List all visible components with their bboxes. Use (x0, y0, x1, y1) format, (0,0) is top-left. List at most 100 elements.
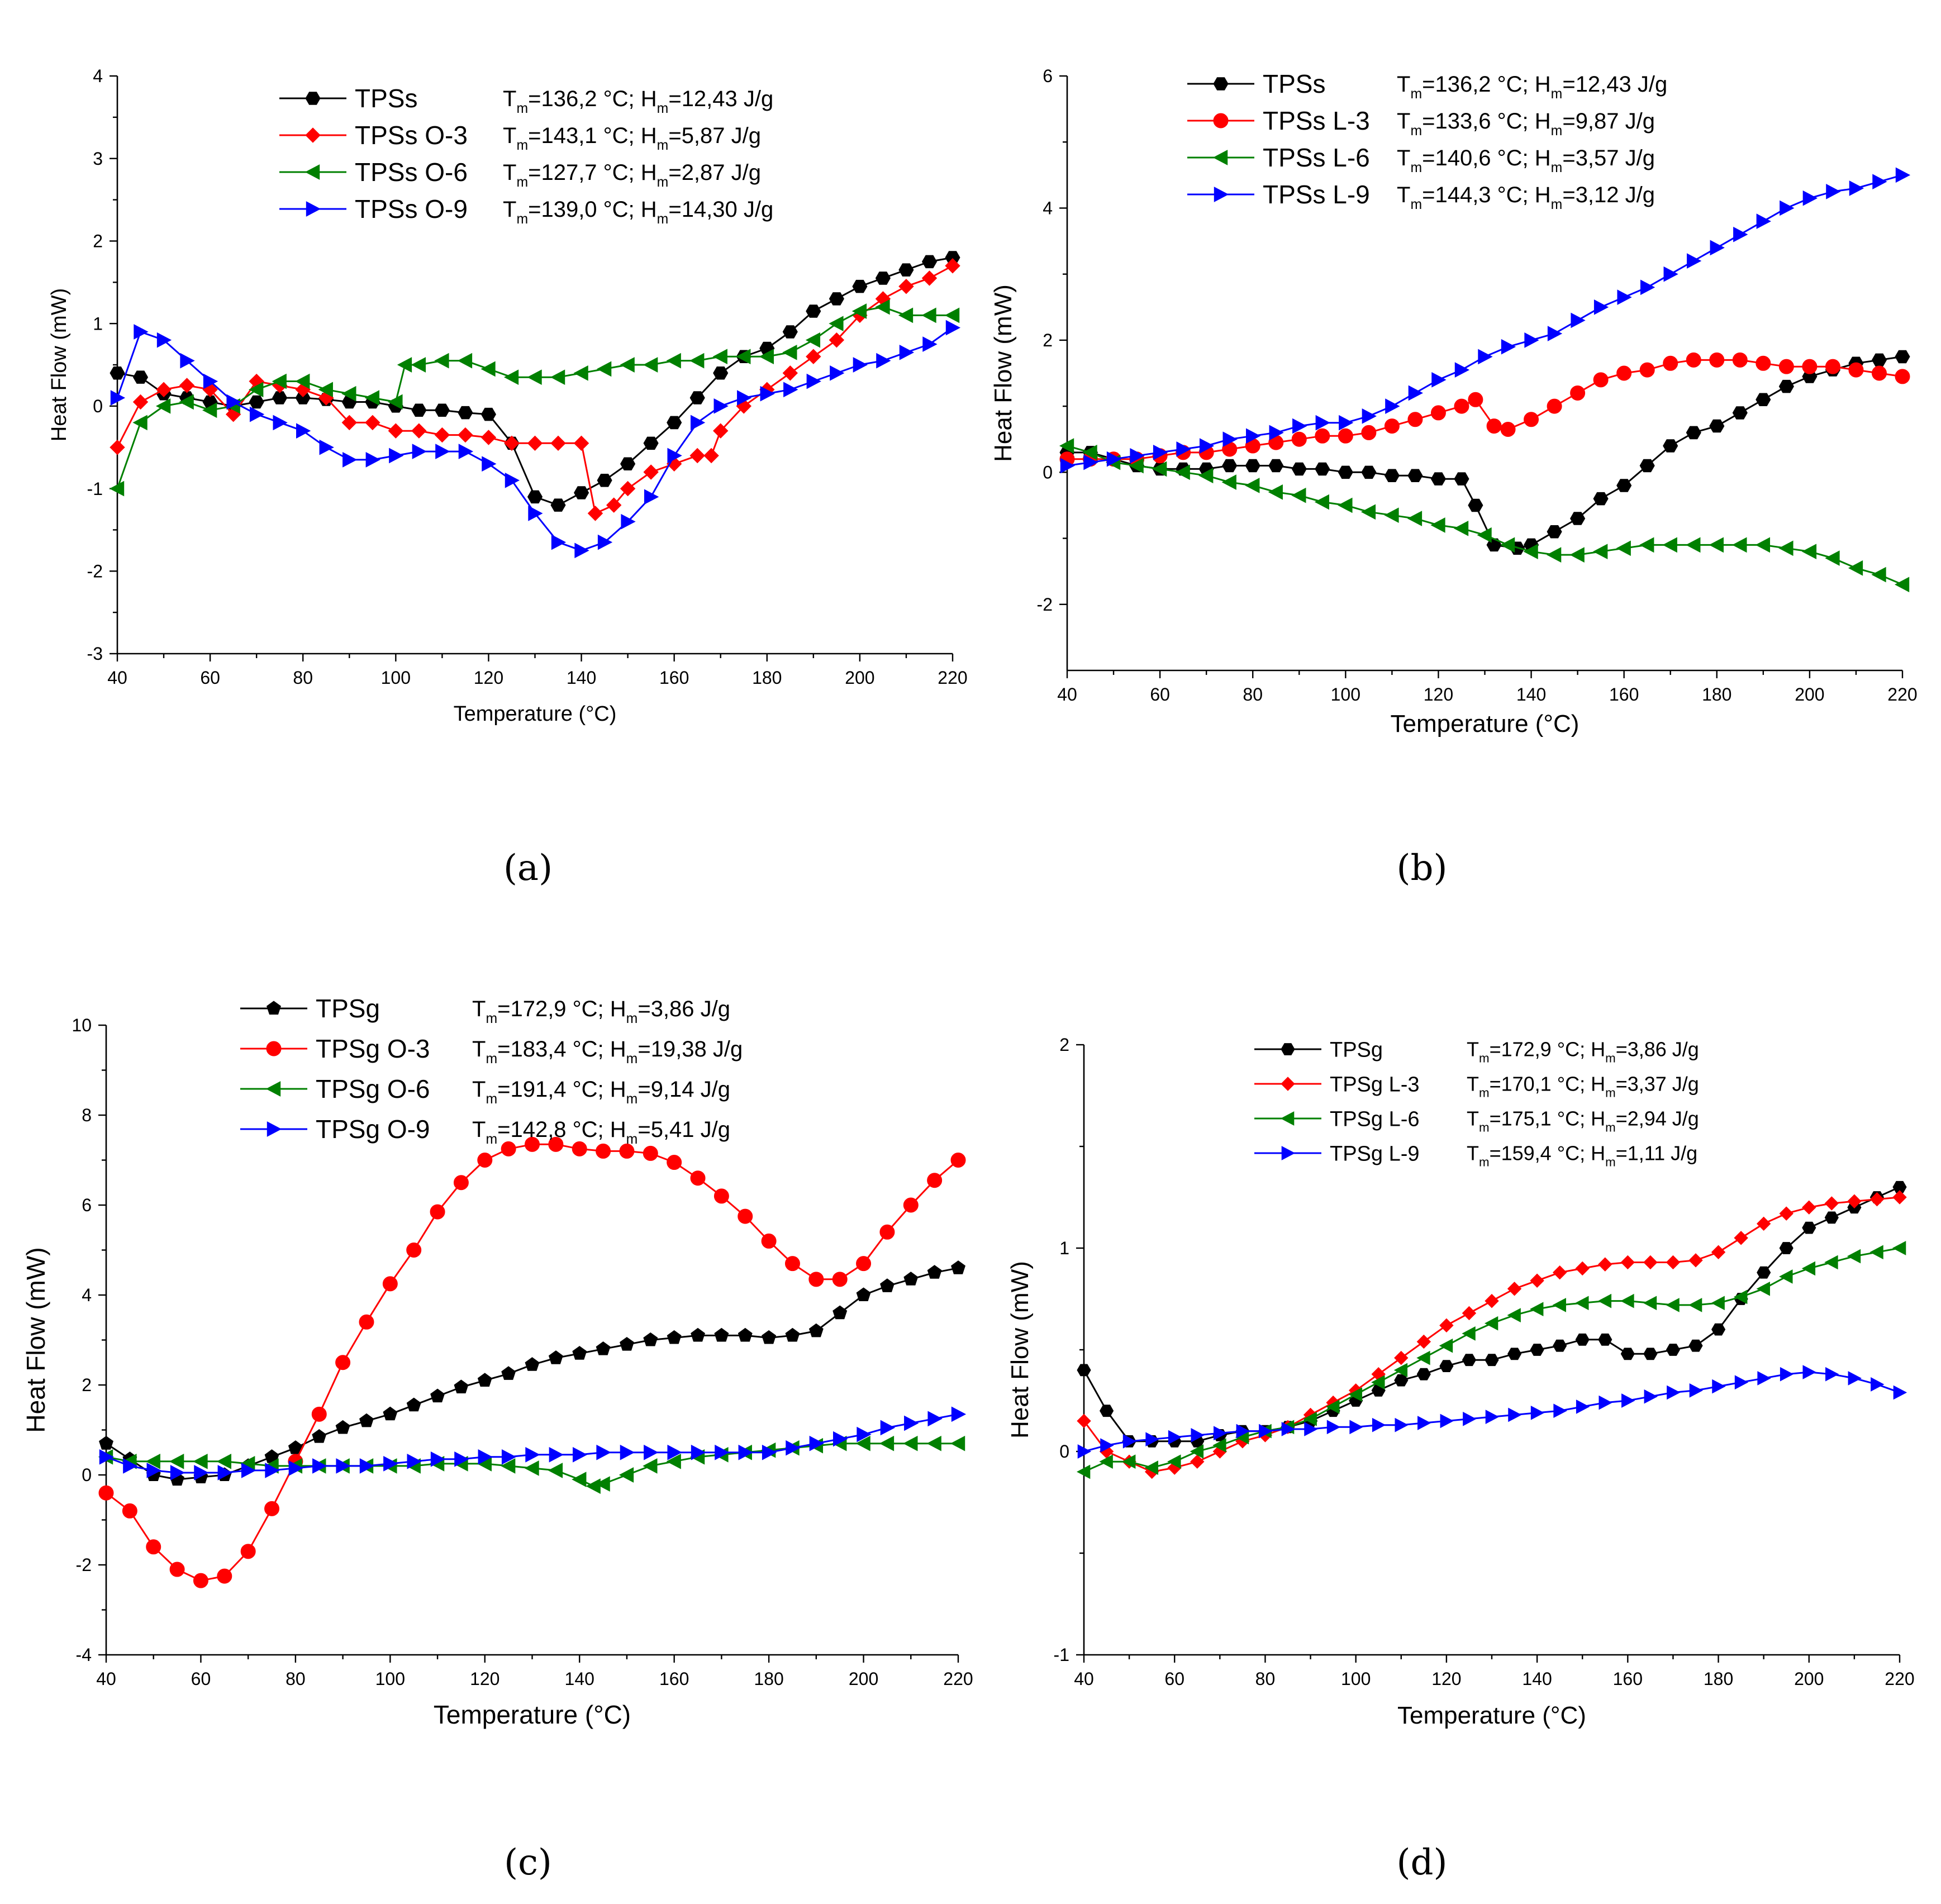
data-point (359, 1458, 375, 1474)
data-point (202, 402, 217, 418)
data-point (927, 1411, 943, 1427)
data-point (1893, 1385, 1907, 1400)
x-tick-label: 200 (845, 668, 874, 688)
data-point (501, 1458, 516, 1474)
data-point (1176, 441, 1191, 457)
y-axis-label: Heat Flow (mW) (989, 284, 1017, 462)
data-point (1802, 190, 1818, 206)
data-point (1756, 393, 1771, 406)
data-point (1734, 1375, 1749, 1390)
melting-annotation: Tm=144,3 °C; Hm=3,12 J/g (1397, 183, 1655, 212)
data-point (620, 1336, 634, 1351)
series-line (1067, 174, 1903, 467)
data-point (762, 1444, 777, 1460)
data-point (1524, 332, 1539, 348)
melting-annotation: Tm=172,9 °C; Hm=3,86 J/g (1467, 1038, 1699, 1065)
data-point (1500, 421, 1516, 437)
data-point (249, 406, 265, 422)
data-point (1384, 507, 1399, 523)
data-point (586, 1478, 601, 1494)
legend-marker (305, 92, 321, 105)
data-point (1779, 1242, 1793, 1254)
data-point (434, 403, 450, 417)
data-point (412, 444, 427, 459)
data-point (713, 366, 729, 380)
data-point (169, 1562, 185, 1577)
data-point (435, 444, 450, 459)
data-point (1524, 412, 1539, 427)
data-point (193, 1454, 208, 1469)
data-point (388, 394, 403, 410)
data-point (619, 1143, 635, 1159)
data-point (216, 1454, 232, 1469)
data-point (713, 423, 729, 439)
data-point (335, 1420, 350, 1434)
data-point (1712, 1379, 1726, 1394)
data-point (736, 349, 751, 365)
data-point (1407, 412, 1423, 427)
data-point (880, 1278, 895, 1292)
data-point (1507, 1282, 1522, 1296)
data-point (311, 1406, 327, 1422)
legend-label: TPSs L-6 (1263, 143, 1370, 172)
data-point (620, 457, 636, 470)
data-point (110, 390, 126, 406)
data-point (1246, 428, 1261, 444)
data-point (458, 406, 473, 420)
data-point (203, 373, 218, 389)
data-point (1734, 1289, 1748, 1305)
data-point (1468, 498, 1483, 512)
data-point (1315, 428, 1330, 444)
data-point (1686, 426, 1701, 440)
data-point (1268, 459, 1284, 473)
data-point (829, 292, 844, 306)
data-point (1686, 352, 1701, 368)
x-tick-label: 180 (1704, 1669, 1733, 1689)
data-point (1756, 1216, 1771, 1231)
data-point (738, 1327, 753, 1342)
data-point (951, 1406, 967, 1422)
data-point (1129, 458, 1144, 474)
data-point (170, 1465, 185, 1481)
x-tick-label: 100 (1341, 1669, 1371, 1689)
data-point (1190, 1444, 1204, 1459)
data-point (1360, 504, 1376, 520)
data-point (875, 272, 891, 285)
x-tick-label: 200 (849, 1669, 878, 1689)
data-point (169, 1454, 184, 1469)
data-point (145, 1454, 160, 1469)
data-point (249, 395, 264, 409)
data-point (1847, 1249, 1861, 1264)
data-point (950, 1435, 965, 1451)
data-point (406, 1243, 422, 1258)
data-point (1892, 1190, 1907, 1205)
data-point (1552, 1298, 1566, 1312)
data-point (690, 1170, 706, 1186)
series-tpss-o-9: TPSs O-9 Tm=139,0 °C; Hm=14,30 J/g (110, 194, 961, 559)
data-point (501, 1141, 516, 1156)
data-point (1198, 468, 1214, 484)
data-point (1394, 1350, 1409, 1365)
data-point (481, 361, 496, 377)
data-point (1663, 439, 1678, 453)
data-point (527, 369, 542, 385)
legend-marker (266, 1041, 282, 1056)
x-tick-label: 160 (659, 1669, 689, 1689)
data-point (1688, 1339, 1703, 1352)
data-point (481, 430, 497, 445)
legend-marker (267, 1121, 282, 1137)
data-point (1430, 472, 1446, 485)
data-point (903, 1435, 918, 1451)
data-point (430, 1388, 445, 1403)
data-point (806, 304, 821, 318)
data-point (1709, 537, 1724, 553)
data-point (762, 1330, 777, 1344)
data-point (806, 373, 821, 389)
data-point (596, 1143, 611, 1159)
data-point (335, 1355, 351, 1370)
data-point (272, 391, 288, 404)
y-tick-label: -2 (76, 1555, 92, 1575)
x-tick-label: 80 (1255, 1669, 1276, 1689)
legend-marker (267, 1001, 281, 1015)
data-point (855, 1435, 870, 1451)
